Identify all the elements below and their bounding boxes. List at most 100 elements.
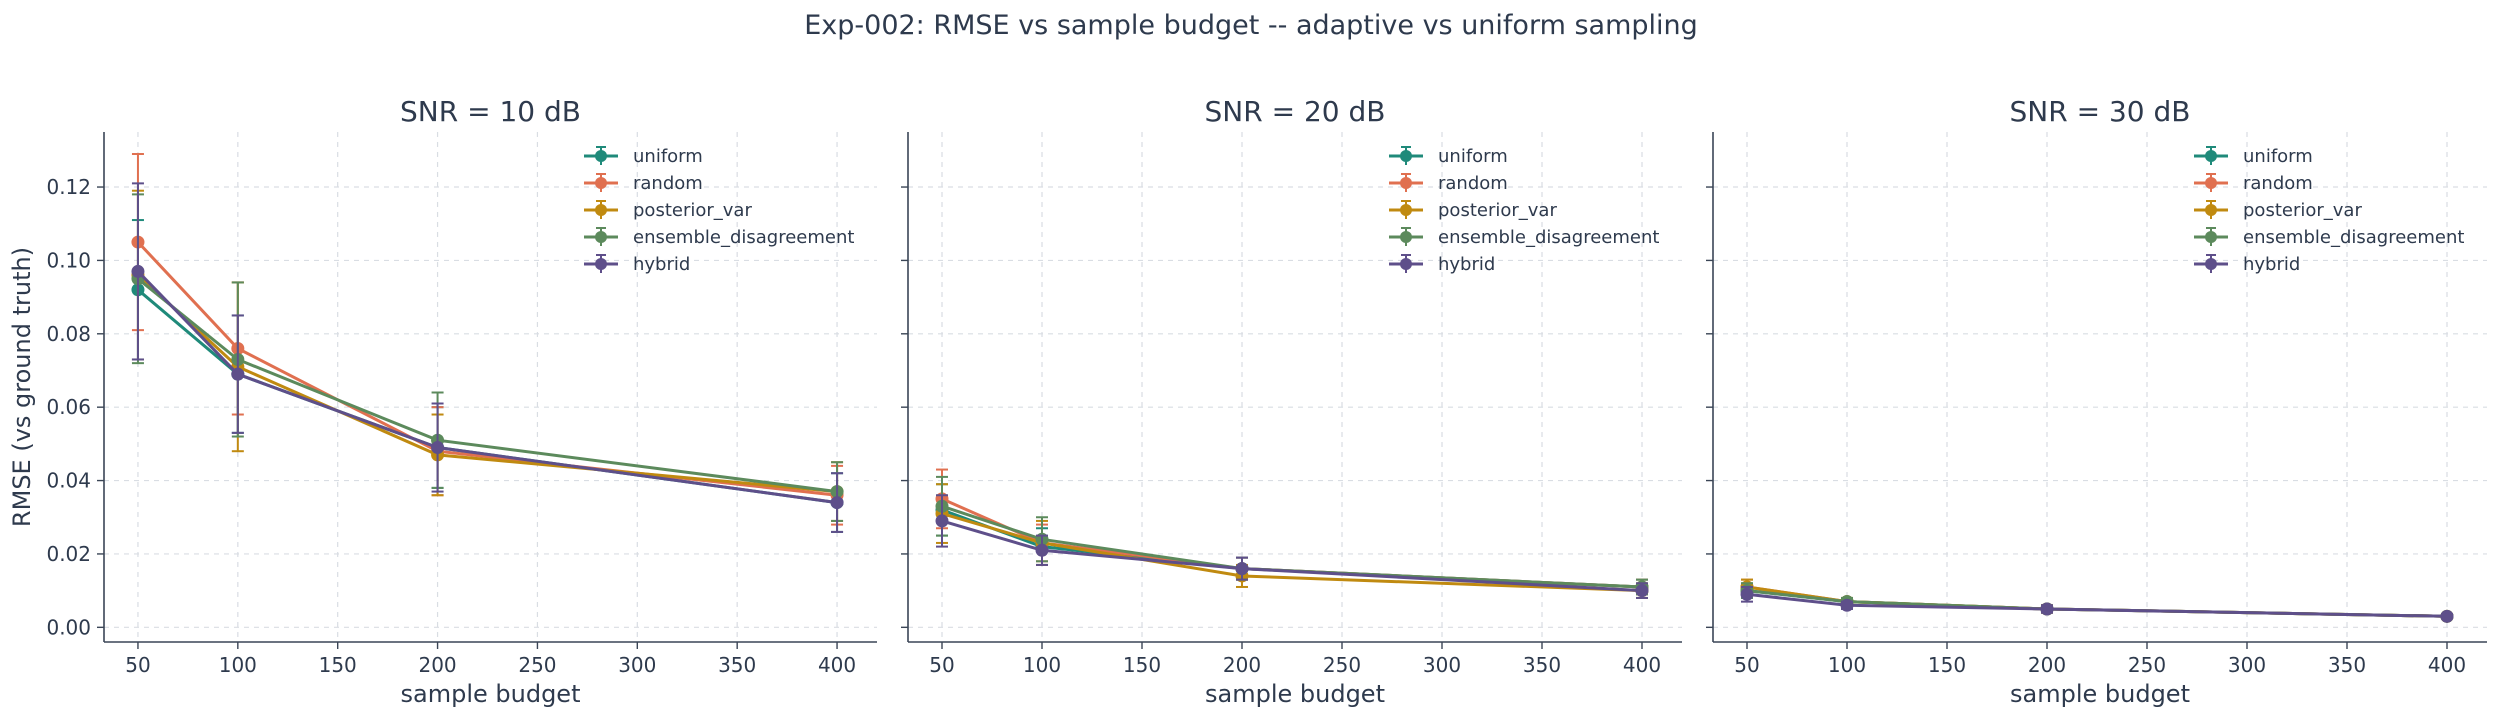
legend: uniform random posterior_var ensemble_disag…: [2194, 146, 2464, 275]
legend-marker: [2205, 150, 2217, 162]
panel-3: 50 100 150 200 250 300 350 400 SNR = 30 dB sample…: [1706, 95, 2487, 708]
legend-label: hybrid: [1438, 254, 1495, 275]
grid: [908, 132, 1682, 642]
data-point: [1840, 598, 1854, 612]
legend-label: ensemble_disagreement: [1438, 227, 1659, 248]
legend-marker: [2205, 231, 2217, 243]
x-tick-label: 300: [618, 653, 656, 677]
legend-item-random: random: [584, 173, 703, 194]
legend-label: uniform: [2243, 146, 2313, 167]
legend-label: hybrid: [633, 254, 690, 275]
legend-item-ensemble_disagreement: ensemble_disagreement: [584, 227, 854, 248]
x-tick-label: 100: [1828, 653, 1866, 677]
x-tick-label: 50: [125, 653, 150, 677]
legend-marker: [2205, 204, 2217, 216]
series-line-hybrid: [941, 519, 1643, 593]
legend-label: posterior_var: [633, 200, 752, 221]
data-point: [1235, 562, 1249, 576]
y-tick-label: 0.08: [46, 322, 91, 346]
series-line-hybrid: [136, 270, 838, 505]
x-tick-label: 100: [219, 653, 257, 677]
data-point: [2440, 609, 2454, 623]
x-tick-label: 400: [1623, 653, 1661, 677]
x-tick-label: 250: [518, 653, 556, 677]
data-point: [131, 264, 145, 278]
y-tick-label: 0.06: [46, 395, 91, 419]
x-tick-label: 50: [1734, 653, 1759, 677]
legend-marker: [595, 231, 607, 243]
x-tick-label: 100: [1023, 653, 1061, 677]
data-point: [935, 514, 949, 528]
x-axis-label: sample budget: [401, 680, 581, 708]
x-axis-label: sample budget: [2010, 680, 2190, 708]
legend-marker: [1400, 204, 1412, 216]
x-tick-label: 250: [2128, 653, 2166, 677]
x-tick-label: 50: [929, 653, 954, 677]
panel-title: SNR = 30 dB: [2010, 95, 2191, 128]
x-tick-label: 350: [2328, 653, 2366, 677]
x-tick-label: 400: [2428, 653, 2466, 677]
x-tick-label: 200: [1223, 653, 1261, 677]
series-line-uniform: [137, 288, 838, 505]
data-point: [1035, 543, 1049, 557]
legend-item-hybrid: hybrid: [584, 254, 690, 275]
y-tick-label: 0.02: [46, 542, 91, 566]
series-line-ensemble_disagreement: [137, 277, 838, 494]
x-tick-label: 200: [2028, 653, 2066, 677]
legend-marker: [1400, 177, 1412, 189]
series-hybrid: [935, 494, 1649, 599]
series-hybrid: [131, 182, 844, 533]
y-tick-label: 0.12: [46, 175, 91, 199]
panel-title: SNR = 10 dB: [400, 95, 581, 128]
legend-label: uniform: [1438, 146, 1508, 167]
panel-title: SNR = 20 dB: [1205, 95, 1386, 128]
grid: [1713, 132, 2487, 642]
legend-marker: [1400, 150, 1412, 162]
legend-marker: [595, 204, 607, 216]
panel-1: 50 100 150 200 250 300 350 400 0.00 0.02 0.04 0.06 0…: [8, 95, 877, 708]
legend-item-hybrid: hybrid: [1389, 254, 1495, 275]
data-point: [830, 496, 844, 510]
legend-label: ensemble_disagreement: [633, 227, 854, 248]
panel-2: 50 100 150 200 250 300 350 400 SNR = 20 dB sample…: [901, 95, 1682, 708]
data-point: [2040, 602, 2054, 616]
x-tick-label: 200: [418, 653, 456, 677]
legend-item-hybrid: hybrid: [2194, 254, 2300, 275]
legend-item-posterior_var: posterior_var: [2194, 200, 2362, 221]
legend-item-ensemble_disagreement: ensemble_disagreement: [2194, 227, 2464, 248]
legend-item-random: random: [1389, 173, 1508, 194]
y-tick-label: 0.04: [46, 469, 91, 493]
x-tick-label: 150: [319, 653, 357, 677]
x-tick-label: 350: [1523, 653, 1561, 677]
legend-label: random: [2243, 173, 2313, 194]
legend-marker: [1400, 231, 1412, 243]
legend-marker: [595, 150, 607, 162]
legend-item-ensemble_disagreement: ensemble_disagreement: [1389, 227, 1659, 248]
legend-item-uniform: uniform: [1389, 146, 1508, 167]
series-hybrid: [1740, 585, 2454, 623]
legend-label: posterior_var: [1438, 200, 1557, 221]
legend-item-posterior_var: posterior_var: [1389, 200, 1557, 221]
x-tick-label: 300: [1423, 653, 1461, 677]
legend-marker: [595, 258, 607, 270]
x-tick-label: 250: [1323, 653, 1361, 677]
legend-marker: [2205, 177, 2217, 189]
figure-title: Exp-002: RMSE vs sample budget -- adapti…: [804, 10, 1698, 41]
legend-label: posterior_var: [2243, 200, 2362, 221]
series-line-ensemble_disagreement: [941, 504, 1643, 589]
legend-item-posterior_var: posterior_var: [584, 200, 752, 221]
legend-label: hybrid: [2243, 254, 2300, 275]
data-point: [1635, 584, 1649, 598]
series-line-posterior_var: [136, 273, 838, 494]
panels: 50 100 150 200 250 300 350 400 0.00 0.02 0.04 0.06 0…: [8, 95, 2487, 708]
legend-marker: [2205, 258, 2217, 270]
y-tick-label: 0.10: [46, 248, 91, 272]
data-point: [231, 367, 245, 381]
series-line-hybrid: [1746, 592, 2448, 618]
data-point: [431, 441, 445, 455]
y-axis-label: RMSE (vs ground truth): [8, 247, 36, 527]
legend-label: ensemble_disagreement: [2243, 227, 2464, 248]
x-tick-label: 350: [718, 653, 756, 677]
x-tick-label: 150: [1123, 653, 1161, 677]
